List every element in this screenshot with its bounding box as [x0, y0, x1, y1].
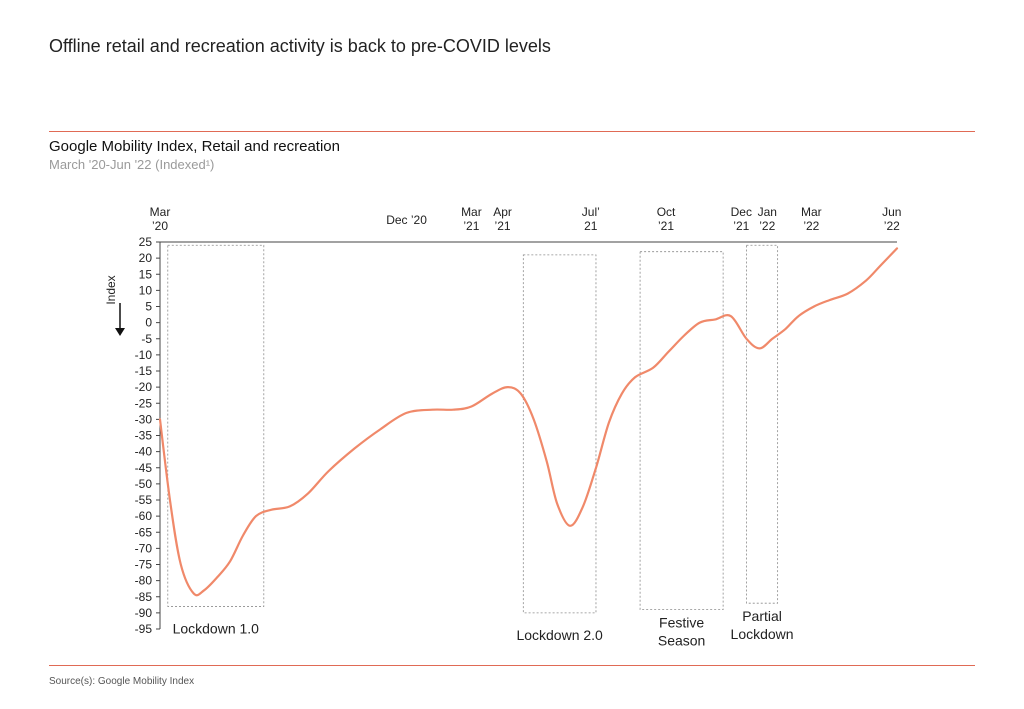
annotation-label: Festive — [659, 615, 704, 631]
y-tick-label: 20 — [139, 251, 153, 265]
top-axis-label: ’21 — [658, 219, 674, 233]
top-axis-label: Jan — [758, 205, 777, 219]
annotation-box — [746, 244, 779, 604]
top-axis-label: Mar — [801, 205, 822, 219]
y-tick-label: -80 — [135, 574, 153, 588]
top-axis-label: ’22 — [884, 219, 900, 233]
chart-subtitle: March '20-Jun '22 (Indexed¹) — [49, 157, 215, 172]
top-axis-label: ’21 — [463, 219, 479, 233]
source-note: Source(s): Google Mobility Index — [49, 676, 195, 687]
top-axis-label: ’21 — [495, 219, 511, 233]
top-axis-label: Mar — [150, 205, 171, 219]
y-tick-label: -95 — [135, 622, 153, 636]
top-axis-label: Jul’ — [582, 205, 600, 219]
top-axis-label: Mar — [461, 205, 482, 219]
y-tick-label: -45 — [135, 461, 153, 475]
top-axis-label: ’20 — [152, 219, 168, 233]
y-tick-label: 25 — [139, 235, 153, 249]
series-line — [158, 247, 899, 597]
down-arrow-icon — [115, 328, 125, 336]
top-axis-label: Oct — [657, 205, 676, 219]
annotation-box — [639, 251, 724, 611]
annotation-box — [522, 254, 597, 614]
top-axis-label: ’21 — [733, 219, 749, 233]
y-tick-label: -40 — [135, 445, 153, 459]
top-divider — [49, 131, 975, 132]
y-tick-label: 10 — [139, 283, 153, 297]
y-tick-label: -60 — [135, 509, 153, 523]
y-tick-label: 5 — [145, 300, 152, 314]
y-tick-label: -10 — [135, 348, 153, 362]
annotation-label: Partial — [742, 608, 782, 624]
y-tick-label: -75 — [135, 558, 153, 572]
y-tick-label: -85 — [135, 590, 153, 604]
annotation-label: Season — [658, 633, 705, 649]
chart-title: Google Mobility Index, Retail and recrea… — [49, 138, 340, 155]
y-tick-label: -25 — [135, 396, 153, 410]
bottom-divider — [49, 665, 975, 666]
annotation-box — [167, 244, 265, 607]
y-tick-label: -90 — [135, 606, 153, 620]
top-axis-label: ’22 — [803, 219, 819, 233]
top-axis-label: Dec ’20 — [386, 213, 427, 227]
y-tick-label: -65 — [135, 525, 153, 539]
y-tick-label: -50 — [135, 477, 153, 491]
y-tick-label: -20 — [135, 380, 153, 394]
top-axis-label: 21 — [584, 219, 598, 233]
top-axis-label: ’22 — [759, 219, 775, 233]
annotation-label: Lockdown — [731, 626, 794, 642]
annotation-label: Lockdown 1.0 — [173, 620, 260, 636]
y-tick-label: -70 — [135, 541, 153, 555]
y-tick-label: -15 — [135, 364, 153, 378]
y-tick-label: -5 — [141, 332, 152, 346]
top-axis-label: Dec — [731, 205, 752, 219]
annotation-label: Lockdown 2.0 — [516, 627, 603, 643]
y-tick-label: -30 — [135, 412, 153, 426]
y-tick-label: 15 — [139, 267, 153, 281]
y-axis-label: Index — [104, 275, 118, 304]
y-tick-label: -55 — [135, 493, 153, 507]
y-tick-label: 0 — [145, 316, 152, 330]
top-axis-label: Apr — [493, 205, 512, 219]
top-axis-label: Jun — [882, 205, 901, 219]
y-tick-label: -35 — [135, 429, 153, 443]
page-headline: Offline retail and recreation activity i… — [49, 36, 551, 56]
